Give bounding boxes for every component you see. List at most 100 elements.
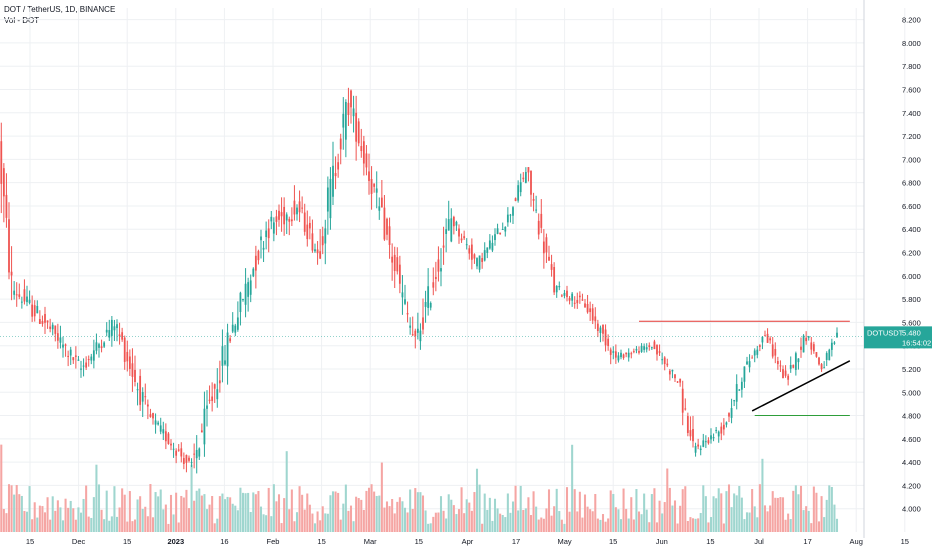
candle-body [689, 430, 692, 437]
volume-bar [203, 494, 206, 532]
volume-bar [383, 507, 386, 532]
candle-body [674, 374, 676, 379]
volume-bar [614, 507, 617, 532]
candle-body [807, 336, 810, 338]
candle-body [303, 212, 306, 232]
candle-body [152, 413, 154, 419]
volume-bar [362, 509, 365, 532]
volume-bar [774, 497, 777, 532]
candle-body [612, 351, 615, 353]
candle-body [108, 330, 111, 338]
candle-body [393, 254, 396, 271]
candle-body [146, 404, 149, 407]
candle-body [275, 216, 278, 222]
candle-body [740, 381, 743, 390]
volume-bar [550, 515, 553, 532]
volume-bar [475, 468, 479, 532]
volume-bar [509, 512, 512, 532]
candle-body [784, 370, 787, 376]
volume-bar [316, 511, 319, 532]
candle-body [712, 437, 715, 439]
y-tick-label: 4.800 [902, 412, 921, 421]
candle-body [792, 364, 795, 368]
volume-bar [545, 508, 548, 532]
volume-bar [365, 490, 368, 532]
volume-bar [481, 523, 484, 532]
volume-bar [830, 486, 833, 532]
candle-body [746, 361, 748, 365]
candle-body [278, 210, 280, 220]
candle-body [463, 236, 466, 239]
candle-body [653, 341, 656, 350]
volume-bar [789, 519, 792, 532]
volume-bar [612, 493, 615, 532]
volume-bar [357, 498, 360, 532]
candle-body [419, 330, 422, 342]
volume-bar [427, 523, 430, 532]
volume-bar [74, 519, 77, 532]
candle-body [54, 325, 57, 334]
volume-bar [342, 503, 345, 532]
volume-bar [221, 493, 224, 532]
volume-bar [126, 521, 129, 532]
volume-bar [115, 516, 119, 532]
volume-bar [514, 485, 517, 532]
volume-bar [319, 520, 322, 532]
volume-bar [200, 495, 203, 532]
candle-body [427, 286, 430, 308]
candle-body [730, 408, 733, 418]
volume-bar [313, 523, 317, 532]
candle-body [41, 321, 44, 324]
volume-bar [653, 488, 656, 532]
volume-bar [725, 491, 728, 532]
volume-bar [640, 514, 643, 532]
candle-body [545, 237, 548, 253]
candle-body [524, 171, 527, 183]
candle-body [509, 214, 512, 216]
volume-bar [25, 511, 29, 532]
volume-bar [229, 497, 232, 532]
volume-bar [216, 518, 219, 532]
volume-bar [23, 510, 26, 532]
candle-body [339, 138, 342, 150]
volume-bar [517, 510, 520, 532]
volume-bar [655, 522, 659, 532]
volume-bar [298, 486, 301, 532]
volume-bar [20, 495, 23, 532]
volume-bar [118, 507, 121, 532]
volume-bar [553, 506, 556, 532]
candle-body [370, 179, 373, 194]
candle-body [728, 413, 730, 417]
volume-bar [64, 498, 67, 532]
volume-bar [468, 502, 471, 532]
candle-body [761, 336, 764, 343]
volume-bar [630, 497, 633, 532]
candle-body [738, 389, 741, 391]
candle-body [650, 347, 653, 349]
candle-body [270, 216, 273, 222]
volume-bar [249, 512, 252, 532]
volume-bar [267, 487, 270, 532]
y-axis: 4.0004.2004.4004.6004.8005.0005.2005.400… [863, 0, 921, 538]
candle-body [401, 292, 404, 298]
candle-body [522, 177, 525, 180]
volume-bar [432, 516, 435, 532]
candle-body [118, 334, 121, 337]
candle-body [818, 357, 820, 365]
candle-body [836, 332, 838, 338]
volume-bar [740, 497, 743, 532]
candle-body [632, 351, 635, 353]
candle-body [157, 422, 160, 425]
candle-body [247, 282, 250, 297]
volume-bar [684, 486, 687, 532]
volume-bar [15, 485, 18, 532]
volume-bar [787, 513, 790, 532]
volume-bar [169, 494, 173, 532]
volume-bar [781, 497, 785, 532]
candle-body [365, 153, 368, 168]
volume-bar [727, 484, 731, 532]
volume-bar [594, 494, 597, 532]
volume-bar [257, 491, 260, 532]
candle-body [578, 295, 581, 298]
